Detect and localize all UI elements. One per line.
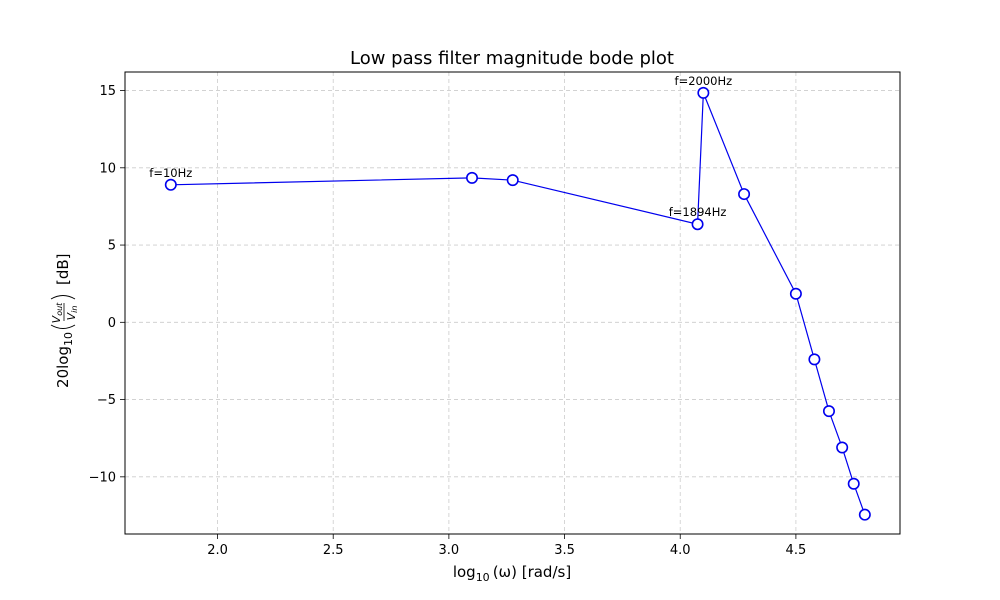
data-point-marker xyxy=(847,477,860,490)
x-axis-label-sub: 10 xyxy=(476,571,490,584)
y-tick-label: 10 xyxy=(99,161,116,176)
y-axis-label-den-sub: in xyxy=(70,306,79,313)
x-tick-label: 2.5 xyxy=(323,543,344,558)
y-tick-label: −5 xyxy=(97,393,116,408)
y-axis-ticks: −10 −5 0 5 10 15 xyxy=(89,84,125,485)
svg-text:Vin: Vin xyxy=(65,306,79,321)
y-axis-label-num-sub: out xyxy=(55,302,64,316)
y-axis-label: 20log10 Vout Vin [dB] xyxy=(50,253,79,387)
data-point-marker xyxy=(506,174,519,187)
annotation-label: f=1894Hz xyxy=(669,205,727,219)
y-tick-label: −10 xyxy=(89,470,116,485)
y-tick-label: 15 xyxy=(99,84,116,99)
grid-lines xyxy=(125,72,900,534)
data-point-marker xyxy=(691,218,704,231)
data-point-marker xyxy=(822,405,835,418)
series-line xyxy=(170,92,866,515)
x-axis-label-prefix: log xyxy=(453,563,476,581)
data-point-marker xyxy=(466,171,479,184)
y-tick-label: 0 xyxy=(108,316,116,331)
annotation-label: f=2000Hz xyxy=(675,74,733,88)
y-axis-label-open-paren xyxy=(50,324,76,329)
y-axis-label-prefix: 20log xyxy=(54,346,72,388)
annotation-label: f=10Hz xyxy=(149,166,192,180)
data-point-marker xyxy=(789,287,802,300)
data-point-marker xyxy=(697,86,710,99)
y-axis-label-unit: [dB] xyxy=(54,253,72,285)
svg-text:20log10: 20log10 xyxy=(54,332,75,388)
y-axis-label-den: V xyxy=(65,311,78,320)
x-axis-label: log10 (ω) [rad/s] xyxy=(453,563,571,584)
x-axis-ticks: 2.0 2.5 3.0 3.5 4.0 4.5 xyxy=(207,534,806,558)
plot-frame xyxy=(124,71,901,535)
svg-text:Vout: Vout xyxy=(50,302,64,323)
data-series xyxy=(164,86,871,521)
point-annotations: f=10Hz f=1894Hz f=2000Hz xyxy=(149,74,732,219)
data-point-marker xyxy=(738,188,751,201)
data-point-marker xyxy=(808,353,821,366)
x-tick-label: 4.0 xyxy=(670,543,691,558)
x-tick-label: 3.5 xyxy=(554,543,575,558)
data-point-marker xyxy=(858,508,871,521)
chart-title: Low pass filter magnitude bode plot xyxy=(350,48,674,69)
x-tick-label: 2.0 xyxy=(207,543,228,558)
x-tick-label: 4.5 xyxy=(786,543,807,558)
y-axis-label-close-paren xyxy=(50,295,76,300)
x-tick-label: 3.0 xyxy=(439,543,460,558)
data-point-marker xyxy=(836,441,849,454)
y-axis-label-sub: 10 xyxy=(62,332,75,346)
y-tick-label: 5 xyxy=(108,239,116,254)
y-axis-label-num: V xyxy=(50,314,63,323)
x-axis-label-suffix: (ω) [rad/s] xyxy=(493,563,572,581)
data-point-marker xyxy=(164,178,177,191)
